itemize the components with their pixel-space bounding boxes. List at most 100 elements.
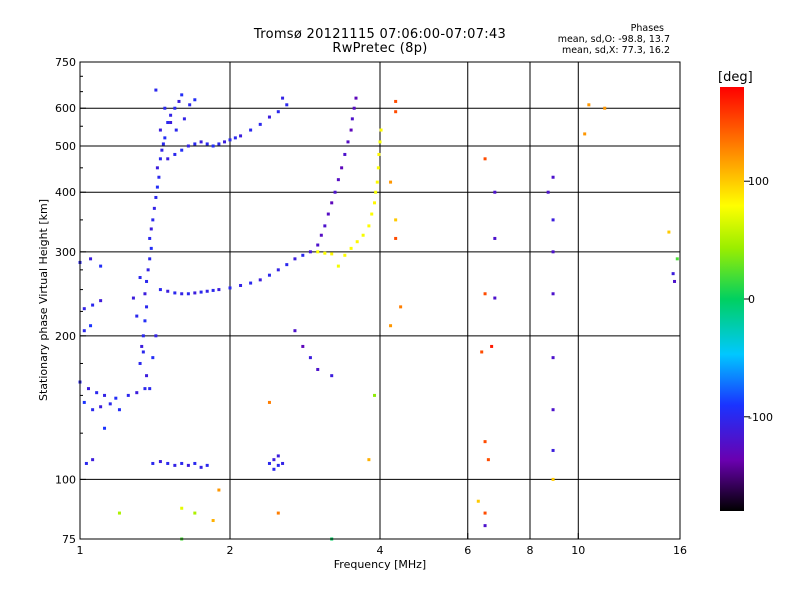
echo-point	[267, 400, 271, 404]
echo-point	[671, 272, 675, 276]
echo-point	[91, 408, 95, 412]
echo-point	[89, 324, 93, 328]
echo-point	[135, 314, 139, 318]
echo-point	[394, 218, 398, 222]
echo-point	[145, 374, 149, 378]
echo-point	[228, 138, 232, 142]
echo-point	[82, 307, 86, 311]
x-tick-label: 16	[673, 544, 687, 557]
echo-point	[267, 461, 271, 465]
x-tick-label: 10	[571, 544, 585, 557]
y-tick-label: 100	[55, 473, 76, 486]
echo-point	[199, 465, 203, 469]
echo-point	[551, 218, 555, 222]
echo-point	[483, 440, 487, 444]
echo-point	[131, 296, 135, 300]
echo-point	[272, 458, 276, 462]
echo-point	[148, 236, 152, 240]
echo-point	[91, 303, 95, 307]
x-tick-label: 8	[527, 544, 534, 557]
echo-point	[375, 180, 379, 184]
echo-point	[211, 288, 215, 292]
echo-point	[193, 98, 197, 102]
echo-point	[99, 299, 103, 303]
x-axis-label: Frequency [MHz]	[334, 558, 426, 571]
echo-point	[99, 405, 103, 409]
echo-point	[103, 426, 107, 430]
echo-point	[166, 461, 170, 465]
echo-point	[199, 140, 203, 144]
echo-point	[157, 175, 161, 179]
echo-point	[160, 148, 164, 152]
echo-point	[163, 106, 167, 110]
echo-point	[155, 166, 159, 170]
colorbar-tick-label: -100	[748, 411, 773, 424]
y-tick-label: 300	[55, 246, 76, 259]
echo-point	[367, 458, 371, 462]
echo-point	[483, 157, 487, 161]
echo-point	[155, 185, 159, 189]
echo-point	[145, 305, 149, 309]
colorbar-tick-label: 0	[748, 293, 755, 306]
echo-point	[546, 190, 550, 194]
echo-point	[148, 257, 152, 261]
echo-point	[378, 140, 382, 144]
y-tick-label: 75	[62, 533, 76, 546]
echo-point	[354, 96, 358, 100]
chart-subtitle: RwPretec (8p)	[332, 41, 428, 56]
echo-point	[239, 283, 243, 287]
echo-point	[180, 93, 184, 97]
echo-point	[258, 122, 262, 126]
echo-point	[330, 252, 334, 256]
echo-point	[343, 152, 347, 156]
echo-point	[587, 103, 591, 107]
echo-point	[551, 408, 555, 412]
echo-point	[193, 291, 197, 295]
echo-point	[377, 152, 381, 156]
echo-point	[193, 142, 197, 146]
echo-point	[95, 391, 99, 395]
echo-point	[480, 350, 484, 354]
echo-point	[301, 344, 305, 348]
echo-point	[146, 268, 150, 272]
echo-point	[211, 144, 215, 148]
echo-point	[583, 132, 587, 136]
x-tick-label: 4	[377, 544, 384, 557]
echo-point	[285, 103, 289, 107]
echo-point	[145, 279, 149, 283]
echo-point	[154, 334, 158, 338]
echo-point	[343, 253, 347, 257]
echo-point	[108, 402, 112, 406]
echo-point	[84, 461, 88, 465]
echo-point	[143, 319, 147, 323]
echo-point	[217, 488, 221, 492]
echo-point	[352, 106, 356, 110]
echo-point	[148, 387, 152, 391]
echo-point	[143, 292, 147, 296]
echo-point	[151, 356, 155, 360]
echo-point	[117, 408, 121, 412]
colorbar	[720, 87, 744, 511]
echo-point	[186, 144, 190, 148]
echo-point	[138, 361, 142, 365]
echo-point	[180, 461, 184, 465]
echo-point	[239, 134, 243, 138]
echo-point	[158, 128, 162, 132]
echo-point	[330, 374, 334, 378]
echo-point	[205, 142, 209, 146]
echo-point	[173, 106, 177, 110]
echo-point	[91, 458, 95, 462]
echo-point	[486, 458, 490, 462]
echo-point	[336, 178, 340, 182]
echo-point	[276, 110, 280, 114]
echo-point	[158, 157, 162, 161]
echo-point	[99, 264, 103, 268]
echo-point	[193, 511, 197, 515]
echo-point	[158, 288, 162, 292]
echo-point	[333, 190, 337, 194]
echo-point	[173, 152, 177, 156]
echo-point	[493, 190, 497, 194]
echo-point	[205, 463, 209, 467]
echo-point	[182, 117, 186, 121]
echo-point	[330, 201, 334, 205]
